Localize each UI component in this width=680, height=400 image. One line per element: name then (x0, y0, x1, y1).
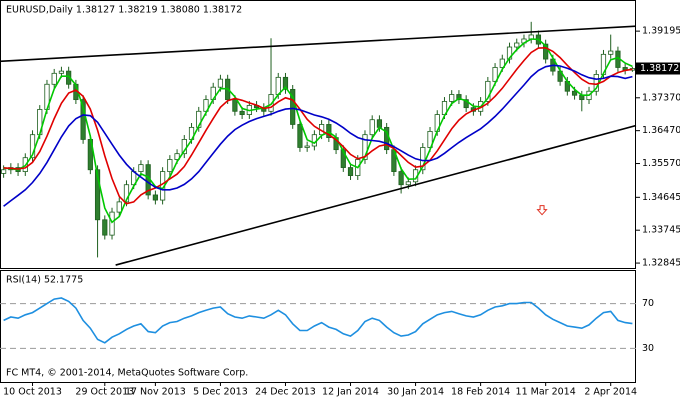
candle-body (405, 181, 411, 186)
chart-title: EURUSD,Daily 1.38127 1.38219 1.38080 1.3… (6, 5, 242, 16)
candle-body (58, 70, 65, 74)
candle-body (174, 153, 180, 160)
candle-body (369, 119, 375, 136)
y-tick-label: 1.34645 (642, 192, 680, 203)
candle-body (608, 50, 614, 55)
candle-body (398, 171, 404, 186)
candle-body (109, 211, 115, 236)
price-box-label: 1.38172 (640, 63, 679, 74)
x-tick-label: 17 Nov 2013 (125, 387, 186, 398)
trendline (0, 25, 637, 63)
moving-average (3, 38, 633, 224)
rsi-tick-label: 30 (642, 343, 654, 354)
x-tick-label: 2 Apr 2014 (584, 387, 637, 398)
footer: FC MT4, © 2001-2014, MetaQuotes Software… (6, 368, 248, 379)
candle-body (463, 99, 469, 109)
x-tick-label: 12 Jan 2014 (322, 387, 379, 398)
y-tick-label: 1.37370 (642, 92, 680, 103)
y-tick-label: 1.32845 (642, 258, 680, 269)
candle-body (123, 184, 130, 203)
candle-body (499, 58, 505, 68)
candle-body (492, 67, 498, 82)
y-tick-label: 1.36470 (642, 125, 680, 136)
x-tick-label: 29 Oct 2013 (75, 387, 134, 398)
candle-body (347, 167, 354, 176)
x-tick-label: 11 Mar 2014 (516, 387, 576, 398)
candle-body (376, 119, 383, 128)
candle-body (239, 110, 245, 115)
x-tick-label: 18 Feb 2014 (451, 387, 510, 398)
x-tick-label: 30 Jan 2014 (387, 387, 444, 398)
candle-body (268, 94, 274, 112)
trendline (115, 124, 637, 266)
candle-body (232, 99, 238, 112)
candle-body (138, 164, 144, 172)
candle-body (571, 90, 578, 96)
moving-average (3, 46, 633, 205)
candle-body (543, 43, 549, 60)
price-panel-frame (0, 0, 636, 269)
candle-body (217, 78, 224, 88)
price-box (636, 62, 680, 75)
rsi-tick-label: 70 (642, 298, 654, 309)
candle-body (456, 94, 462, 101)
candle-body (449, 94, 455, 102)
y-tick-label: 1.39195 (642, 26, 680, 37)
candle-body (51, 72, 57, 85)
candle-body (362, 134, 368, 160)
y-tick-label: 1.35570 (642, 158, 680, 169)
candle-body (340, 149, 346, 168)
rsi-line (3, 297, 633, 344)
rsi-panel-frame (0, 270, 636, 383)
moving-average (3, 64, 633, 207)
candle-body (485, 80, 491, 102)
candle-body (102, 219, 108, 236)
candle-body (282, 76, 289, 90)
candle-body (297, 124, 303, 148)
candle-body (304, 145, 310, 148)
candle-body (94, 169, 101, 221)
x-tick-label: 10 Oct 2013 (3, 387, 62, 398)
sell-arrow (536, 205, 548, 216)
candle-body (1, 169, 7, 174)
x-tick-label: 24 Dec 2013 (255, 387, 316, 398)
candle-body (326, 124, 332, 139)
candle-body (420, 147, 426, 171)
candle-body (152, 194, 158, 201)
candle-body (514, 42, 520, 48)
rsi-title: RSI(14) 52.1775 (6, 275, 83, 286)
y-tick-label: 1.33745 (642, 225, 680, 236)
candle-body (116, 201, 122, 213)
x-tick-label: 5 Dec 2013 (193, 387, 248, 398)
candle-body (167, 159, 173, 172)
